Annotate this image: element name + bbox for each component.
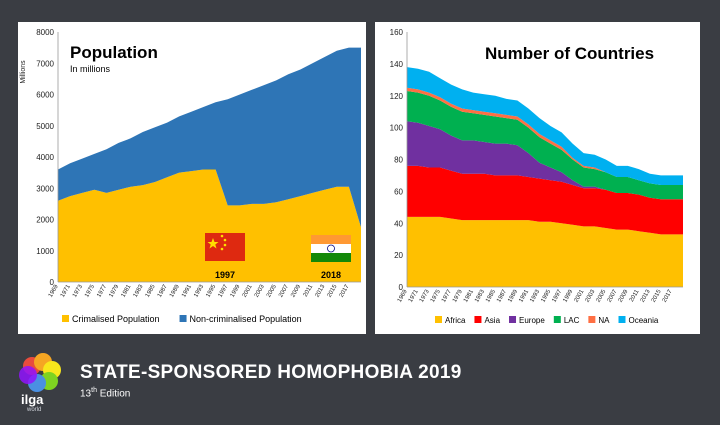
- area-series-africa: [407, 216, 683, 287]
- legend-label: LAC: [564, 316, 580, 325]
- area-series-oceania: [407, 67, 683, 185]
- legend-swatch: [179, 315, 187, 322]
- india-flag-green: [311, 253, 351, 262]
- legend-swatch: [509, 316, 517, 323]
- legend-label: Non-criminalised Population: [190, 314, 302, 324]
- x-tick-label: 1987: [157, 283, 169, 298]
- x-tick-label: 1973: [72, 283, 84, 298]
- ilga-logo-icon: [19, 353, 61, 392]
- legend-swatch: [62, 315, 69, 322]
- x-tick-label: 1995: [205, 283, 217, 298]
- china-flag-star: [207, 238, 219, 249]
- y-axis-label: Millions: [20, 60, 27, 84]
- x-tick-label: 1991: [181, 283, 193, 298]
- legend-label: NA: [598, 316, 610, 325]
- x-tick-label: 1999: [230, 283, 242, 298]
- area-series-non-criminalised-population: [58, 47, 361, 228]
- x-tick-label: 1985: [145, 283, 157, 298]
- x-tick-label: 2003: [254, 283, 266, 298]
- edition-suffix: th: [91, 387, 97, 394]
- x-tick-label: 1975: [84, 283, 96, 298]
- chart-subtitle: In millions: [70, 64, 111, 74]
- x-tick-label: 2011: [303, 283, 315, 298]
- legend-label: Crimalised Population: [72, 314, 160, 324]
- y-tick-label: 160: [390, 28, 404, 37]
- annotation-china-year: 1997: [215, 270, 235, 280]
- x-tick-label: 1979: [108, 283, 120, 298]
- legend-swatch: [618, 316, 626, 323]
- y-tick-label: 2000: [36, 216, 54, 225]
- y-tick-label: 40: [394, 219, 403, 228]
- x-tick-label: 1993: [193, 283, 205, 298]
- x-tick-label: 1981: [121, 283, 133, 298]
- x-tick-label: 1971: [60, 283, 72, 298]
- china-flag-icon: [205, 233, 245, 261]
- area-series-lac: [407, 91, 683, 200]
- countries-chart-panel: 0 20 40 60 80 100 120 140 160 1969 1971 1973 1975 197…: [375, 22, 700, 334]
- y-tick-label: 120: [390, 92, 404, 101]
- y-tick-label: 140: [390, 60, 404, 69]
- y-tick-label: 20: [394, 251, 403, 260]
- india-flag-chakra: [327, 244, 335, 253]
- x-tick-label: 2017: [339, 283, 351, 298]
- legend-swatch: [435, 316, 442, 323]
- annotation-india-year: 2018: [321, 270, 341, 280]
- y-tick-label: 0: [50, 278, 55, 287]
- x-tick-label: 2009: [618, 288, 630, 303]
- india-flag-saffron: [311, 235, 351, 244]
- china-flag-small-star: [220, 247, 224, 251]
- x-tick-label: 2007: [278, 283, 290, 298]
- x-tick-label: 2001: [242, 283, 254, 298]
- china-flag-field: [205, 233, 245, 261]
- logo-wordmark: ilga: [21, 392, 44, 407]
- y-tick-label: 6000: [36, 91, 54, 100]
- edition-number: 13: [80, 388, 92, 400]
- china-flag-small-star: [223, 243, 227, 247]
- y-tick-label: 100: [390, 124, 404, 133]
- y-tick-label: 5000: [36, 122, 54, 131]
- india-flag-white: [311, 244, 351, 253]
- legend-swatch: [474, 316, 482, 323]
- y-tick-label: 80: [394, 156, 403, 165]
- legend-label: Europe: [519, 316, 545, 325]
- x-tick-label: 2015: [327, 283, 339, 298]
- china-flag-small-star: [223, 238, 227, 242]
- edition-word: Edition: [99, 388, 131, 400]
- area-series-na: [407, 87, 683, 185]
- y-tick-label: 60: [394, 187, 403, 196]
- y-tick-label: 7000: [36, 59, 54, 68]
- y-tick-label: 4000: [36, 153, 54, 162]
- report-title: STATE-SPONSORED HOMOPHOBIA 2019: [80, 362, 462, 383]
- y-tick-label: 3000: [36, 184, 54, 193]
- china-flag-small-star: [220, 234, 224, 238]
- area-series-europe: [407, 121, 683, 200]
- area-series-asia: [407, 165, 683, 235]
- chart-title: Population: [70, 43, 158, 62]
- area-series-crimalised-population: [58, 169, 361, 282]
- y-tick-label: 1000: [36, 247, 54, 256]
- y-tick-label: 0: [399, 283, 404, 292]
- x-tick-label: 2011: [629, 288, 641, 303]
- legend-label: Oceania: [629, 316, 659, 325]
- x-tick-label: 1977: [96, 283, 108, 298]
- x-tick-label: 2013: [314, 283, 326, 298]
- x-tick-label: 2005: [266, 283, 278, 298]
- legend-label: Asia: [484, 316, 500, 325]
- y-tick-label: 8000: [36, 28, 54, 37]
- x-tick-label: 1983: [133, 283, 145, 298]
- x-tick-label: 2009: [290, 283, 302, 298]
- india-flag-icon: [311, 235, 351, 262]
- edition-label: 13th Edition: [80, 387, 130, 399]
- x-tick-label: 1997: [218, 283, 230, 298]
- logo-subtext: world: [27, 407, 42, 413]
- legend-label: Africa: [445, 316, 466, 325]
- chart-title: Number of Countries: [485, 44, 654, 63]
- x-tick-label: 2017: [662, 288, 674, 303]
- legend-swatch: [553, 316, 561, 323]
- x-tick-label: 1989: [169, 283, 181, 298]
- population-chart-panel: 0 1000 2000 3000 4000 5000 6000 7000 8000 1969 197…: [18, 22, 366, 334]
- legend-swatch: [588, 316, 596, 323]
